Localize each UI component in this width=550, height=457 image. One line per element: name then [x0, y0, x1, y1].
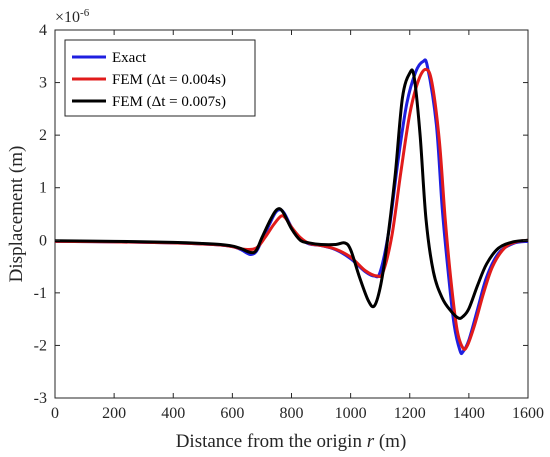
y-axis-exponent: ×10-6: [55, 7, 90, 26]
y-tick-label: 0: [39, 232, 47, 249]
x-tick-label: 1600: [512, 405, 544, 422]
x-tick-label: 400: [161, 405, 185, 422]
series-line-fem-004: [54, 67, 529, 351]
y-exponent-base: ×10: [55, 9, 80, 26]
y-axis-label: Displacement (m): [6, 146, 27, 283]
x-axis-label-var: r: [367, 431, 375, 452]
y-tick-label: 2: [39, 127, 47, 144]
y-tick-label: -1: [34, 285, 47, 302]
y-tick-label: 4: [39, 22, 47, 39]
x-axis-label: Distance from the origin r (m): [176, 431, 407, 452]
y-exponent-power: -6: [80, 7, 90, 19]
x-tick-label: 1400: [453, 405, 485, 422]
legend: Exact FEM (Δt = 0.004s) FEM (Δt = 0.007s…: [64, 39, 256, 117]
y-axis-ticks: -3 -2 -1 0 1 2 3 4: [34, 22, 528, 407]
series-line-fem-007: [54, 68, 529, 320]
x-axis-ticks: 0 200 400 600 800 1000 1200 1400 1600: [51, 30, 544, 422]
x-tick-label: 600: [220, 405, 244, 422]
x-tick-label: 1000: [335, 405, 367, 422]
x-axis-label-text: Distance from the origin: [176, 431, 363, 452]
legend-label-exact: Exact: [112, 50, 147, 66]
legend-label-fem-004: FEM (Δt = 0.004s): [112, 72, 226, 88]
x-tick-label: 800: [280, 405, 304, 422]
x-tick-label: 200: [102, 405, 126, 422]
y-tick-label: 1: [39, 180, 47, 197]
y-tick-label: 3: [39, 75, 47, 92]
y-tick-label: -3: [34, 390, 47, 407]
legend-label-fem-007: FEM (Δt = 0.007s): [112, 94, 226, 110]
x-tick-label: 0: [51, 405, 59, 422]
y-tick-label: -2: [34, 337, 47, 354]
x-axis-label-unit: (m): [379, 431, 406, 452]
x-tick-label: 1200: [394, 405, 426, 422]
series-layer: [54, 58, 529, 356]
